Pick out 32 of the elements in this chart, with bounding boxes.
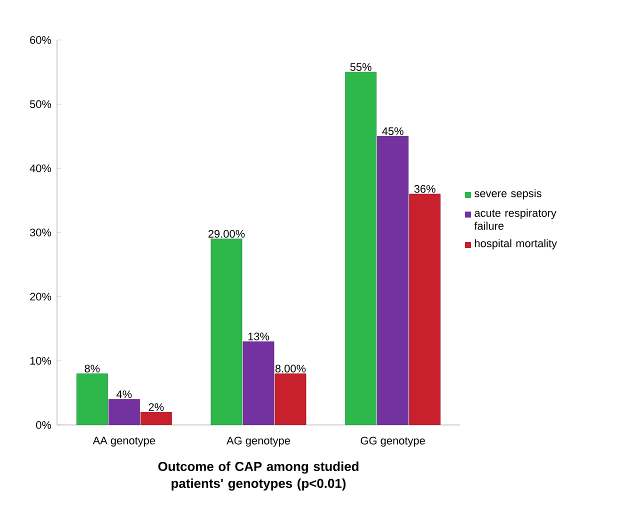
bar: [409, 194, 441, 425]
x-tick-label: AG genotype: [226, 436, 290, 447]
bar: [108, 399, 140, 425]
bar: [377, 136, 409, 425]
y-tick-label: 0%: [36, 421, 52, 429]
bar: [76, 373, 108, 425]
y-tick-label: 60%: [30, 36, 52, 44]
y-tick-label: 20%: [30, 292, 52, 301]
bar: [210, 238, 242, 425]
data-label: 2%: [148, 403, 164, 411]
data-label: 36%: [414, 185, 436, 193]
legend-label: acute respiratory failure: [474, 208, 556, 230]
y-tick-label: 50%: [30, 100, 52, 108]
x-tick-label: GG genotype: [360, 436, 425, 447]
data-label: 55%: [350, 63, 372, 71]
bar: [274, 373, 306, 425]
data-label: 13%: [248, 332, 270, 340]
bar: [345, 72, 377, 425]
data-label: 8%: [84, 364, 100, 372]
legend-label: severe sepsis: [474, 189, 542, 200]
y-tick-label: 30%: [30, 228, 52, 236]
bar: [242, 341, 274, 425]
legend-label: hospital mortality: [474, 239, 557, 250]
data-label: 45%: [382, 127, 404, 136]
y-tick-label: 10%: [30, 356, 52, 365]
y-tick-label: 40%: [30, 164, 52, 172]
x-tick-label: AA genotype: [92, 436, 156, 447]
x-axis-title: Outcome of CAP among studied patients' genotypes (p<0.01): [158, 462, 358, 491]
data-label: 8.00%: [275, 364, 306, 372]
data-label: 29.00%: [208, 230, 245, 238]
bar: [140, 412, 172, 425]
data-label: 4%: [116, 390, 132, 398]
